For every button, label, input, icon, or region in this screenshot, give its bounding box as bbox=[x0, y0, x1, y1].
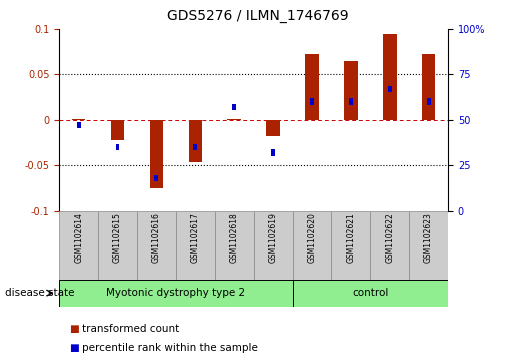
Bar bbox=[388, 86, 392, 92]
Bar bbox=[59, 280, 293, 307]
Text: ■: ■ bbox=[70, 343, 79, 354]
Bar bbox=[176, 211, 215, 280]
Bar bbox=[293, 280, 448, 307]
Bar bbox=[115, 144, 119, 150]
Text: GSM1102621: GSM1102621 bbox=[347, 213, 355, 264]
Bar bbox=[271, 149, 275, 156]
Bar bbox=[349, 98, 353, 105]
Bar bbox=[154, 175, 159, 181]
Bar bbox=[426, 98, 431, 105]
Bar bbox=[409, 211, 448, 280]
Text: GDS5276 / ILMN_1746769: GDS5276 / ILMN_1746769 bbox=[167, 9, 348, 23]
Bar bbox=[77, 122, 81, 129]
Bar bbox=[310, 98, 314, 105]
Bar bbox=[344, 61, 357, 120]
Bar bbox=[150, 120, 163, 188]
Bar bbox=[332, 211, 370, 280]
Text: transformed count: transformed count bbox=[82, 323, 180, 334]
Text: disease state: disease state bbox=[5, 288, 75, 298]
Bar bbox=[253, 211, 293, 280]
Bar bbox=[59, 211, 98, 280]
Text: GSM1102617: GSM1102617 bbox=[191, 213, 200, 264]
Text: GSM1102620: GSM1102620 bbox=[307, 213, 316, 264]
Text: control: control bbox=[352, 288, 388, 298]
Text: Myotonic dystrophy type 2: Myotonic dystrophy type 2 bbox=[106, 288, 246, 298]
Bar bbox=[188, 120, 202, 162]
Bar bbox=[215, 211, 253, 280]
Bar bbox=[193, 144, 197, 150]
Bar bbox=[370, 211, 409, 280]
Bar bbox=[228, 119, 241, 120]
Bar bbox=[293, 211, 332, 280]
Text: GSM1102622: GSM1102622 bbox=[385, 213, 394, 264]
Text: GSM1102619: GSM1102619 bbox=[269, 213, 278, 264]
Bar bbox=[98, 211, 137, 280]
Text: GSM1102616: GSM1102616 bbox=[152, 213, 161, 264]
Text: GSM1102615: GSM1102615 bbox=[113, 213, 122, 264]
Bar bbox=[266, 120, 280, 136]
Bar bbox=[422, 54, 435, 120]
Bar bbox=[305, 54, 319, 120]
Text: ■: ■ bbox=[70, 323, 79, 334]
Bar bbox=[137, 211, 176, 280]
Text: percentile rank within the sample: percentile rank within the sample bbox=[82, 343, 259, 354]
Text: GSM1102618: GSM1102618 bbox=[230, 213, 238, 264]
Text: GSM1102614: GSM1102614 bbox=[74, 213, 83, 264]
Bar bbox=[383, 34, 397, 120]
Bar bbox=[111, 120, 124, 140]
Bar bbox=[72, 119, 85, 120]
Text: GSM1102623: GSM1102623 bbox=[424, 213, 433, 264]
Bar bbox=[232, 104, 236, 110]
